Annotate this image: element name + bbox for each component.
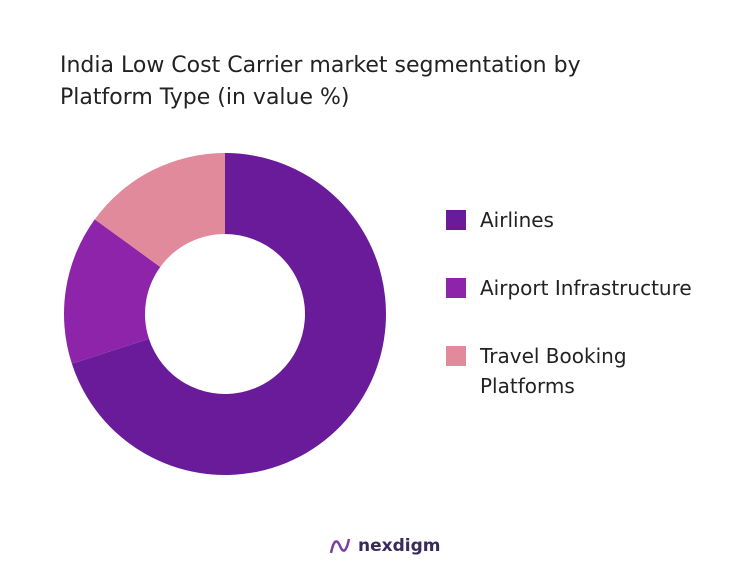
donut-slice bbox=[71, 153, 387, 475]
legend-swatch bbox=[446, 278, 466, 298]
legend-swatch bbox=[446, 210, 466, 230]
chart-title: India Low Cost Carrier market segmentati… bbox=[60, 53, 581, 110]
legend-item: Airport Infrastructure bbox=[446, 273, 746, 303]
legend-label: Airport Infrastructure bbox=[480, 276, 692, 300]
legend-item: Travel Booking Platforms bbox=[446, 341, 746, 401]
legend-label: Travel Booking Platforms bbox=[480, 344, 627, 398]
legend-item: Airlines bbox=[446, 205, 746, 235]
donut-slice bbox=[94, 153, 225, 267]
logo: nexdigm bbox=[328, 535, 440, 557]
logo-text: nexdigm bbox=[358, 536, 441, 556]
logo-icon bbox=[329, 538, 351, 554]
legend: Airlines Airport Infrastructure Travel Boo… bbox=[446, 205, 746, 439]
donut-slice bbox=[64, 219, 161, 364]
legend-swatch bbox=[446, 346, 466, 366]
legend-label: Airlines bbox=[480, 208, 554, 232]
chart bbox=[64, 153, 387, 475]
